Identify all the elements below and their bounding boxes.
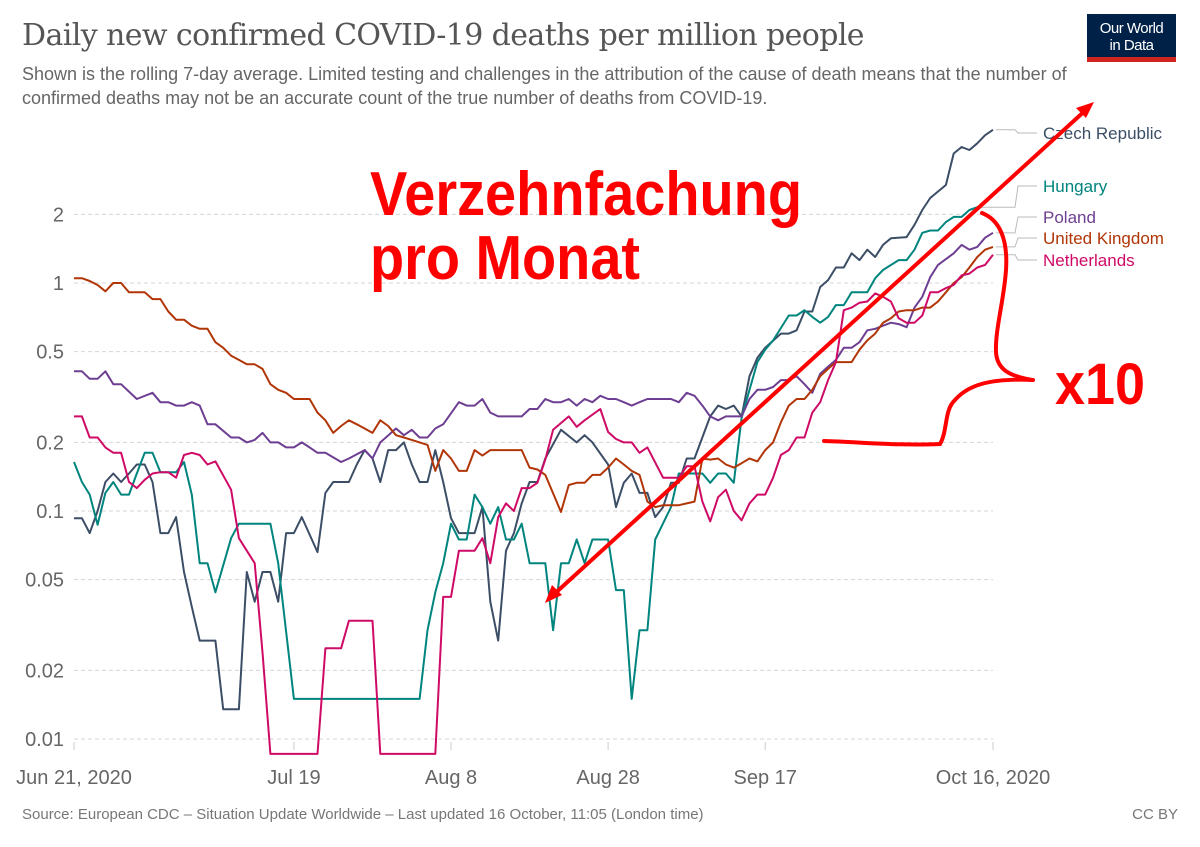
legend: Czech Republic Hungary Poland United Kingdo… (980, 124, 1164, 270)
x-tick-label: Sep 17 (734, 767, 797, 789)
y-tick-label: 0.02 (25, 660, 64, 682)
x-tick-label: Oct 16, 2020 (936, 767, 1051, 789)
legend-label-hungary[interactable]: Hungary (1043, 177, 1108, 196)
x-axis: Jun 21, 2020 Jul 19 Aug 8 Aug 28 Sep 17 Oct 1… (16, 742, 1050, 789)
legend-label-poland[interactable]: Poland (1043, 208, 1096, 227)
legend-label-united-kingdom[interactable]: United Kingdom (1043, 229, 1164, 248)
legend-connector (996, 129, 1037, 134)
bracket-upper (980, 211, 1034, 382)
y-tick-label: 1 (53, 273, 64, 295)
series-line-hungary[interactable] (73, 206, 978, 700)
annotation-headline-line-2: pro Monat (370, 224, 640, 293)
arrowhead-bottom-icon (545, 585, 562, 603)
our-world-in-data-logo[interactable]: Our World in Data (1087, 14, 1176, 62)
series-line-czech-republic[interactable] (74, 128, 994, 711)
logo-text-line-1: Our World (1099, 20, 1164, 37)
y-axis-ticks: 2 1 0.5 0.2 0.1 0.05 0.02 0.01 (25, 204, 64, 751)
annotations: Verzehnfachung pro Monat x10 (370, 102, 1145, 603)
trend-arrow-line (549, 106, 1090, 599)
logo-red-bar (1087, 57, 1176, 62)
series-lines (73, 128, 994, 755)
series-line-netherlands[interactable] (74, 254, 994, 755)
license-link[interactable]: CC BY (1132, 806, 1178, 823)
chart-subtitle: Shown is the rolling 7-day average. Limi… (22, 64, 1067, 108)
y-tick-label: 0.5 (36, 342, 64, 364)
annotation-headline-line-1: Verzehnfachung (370, 160, 802, 229)
y-tick-label: 0.01 (25, 729, 64, 751)
series-line-poland[interactable] (74, 231, 994, 463)
legend-connector (996, 216, 1037, 234)
legend-label-czech-republic[interactable]: Czech Republic (1043, 124, 1163, 143)
bracket-lower (822, 377, 1035, 447)
x-tick-label: Jun 21, 2020 (16, 767, 132, 789)
legend-connector (980, 185, 1037, 208)
y-tick-label: 0.05 (25, 570, 64, 592)
chart-title: Daily new confirmed COVID-19 deaths per … (22, 18, 865, 53)
logo-text-line-2: in Data (1109, 37, 1154, 54)
x-tick-label: Aug 28 (576, 767, 639, 789)
arrowhead-top-icon (1076, 102, 1094, 118)
source-note: Source: European CDC – Situation Update … (22, 806, 704, 823)
x-tick-label: Jul 19 (267, 767, 320, 789)
series-line-united-kingdom[interactable] (74, 245, 994, 513)
y-tick-label: 0.1 (36, 501, 64, 523)
x-tick-label: Aug 8 (425, 767, 477, 789)
y-tick-label: 2 (53, 204, 64, 226)
legend-label-netherlands[interactable]: Netherlands (1043, 251, 1135, 270)
legend-connector (996, 254, 1037, 261)
annotation-factor-label: x10 (1055, 352, 1145, 417)
y-tick-label: 0.2 (36, 432, 64, 454)
